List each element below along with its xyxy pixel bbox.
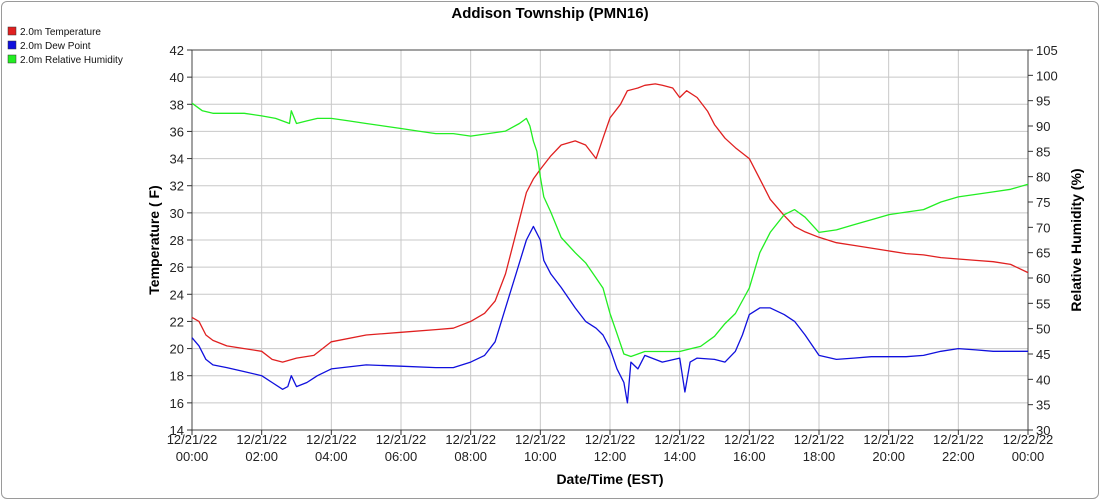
legend-swatch [7, 26, 17, 36]
y2-tick-label: 65 [1036, 246, 1050, 261]
legend-label: 2.0m Relative Humidity [20, 55, 123, 66]
x-tick-time: 00:00 [1012, 449, 1045, 464]
x-tick-time: 18:00 [803, 449, 836, 464]
x-tick-date: 12/21/22 [515, 432, 566, 447]
y-tick-label: 14 [170, 423, 184, 438]
x-tick-date: 12/21/22 [585, 432, 636, 447]
legend-swatch [7, 40, 17, 50]
y2-tick-label: 45 [1036, 347, 1050, 362]
y2-tick-label: 35 [1036, 398, 1050, 413]
x-axis: 12/21/22 00:00 12/21/22 02:00 12/21/22 04:00 1… [167, 430, 1054, 464]
x-tick-time: 16:00 [733, 449, 766, 464]
y-tick-label: 26 [170, 260, 184, 275]
y-tick-label: 22 [170, 314, 184, 329]
y-axis-title: Temperature ( F) [146, 185, 162, 294]
y-tick-label: 38 [170, 97, 184, 112]
chart-title: Addison Township (PMN16) [451, 5, 648, 22]
y2-tick-label: 30 [1036, 423, 1050, 438]
y2-tick-label: 75 [1036, 195, 1050, 210]
x-tick-time: 14:00 [663, 449, 696, 464]
x-tick-date: 12/21/22 [863, 432, 914, 447]
x-tick-time: 22:00 [942, 449, 975, 464]
y2-tick-label: 60 [1036, 271, 1050, 286]
y2-tick-label: 105 [1036, 43, 1058, 58]
y-tick-label: 34 [170, 152, 184, 167]
y-tick-label: 18 [170, 369, 184, 384]
x-tick-date: 12/21/22 [236, 432, 287, 447]
x-tick-time: 10:00 [524, 449, 557, 464]
x-tick-time: 02:00 [245, 449, 278, 464]
x-tick-date: 12/21/22 [445, 432, 496, 447]
y-tick-label: 32 [170, 179, 184, 194]
y2-tick-label: 70 [1036, 220, 1050, 235]
x-tick-date: 12/21/22 [654, 432, 705, 447]
legend-swatch [7, 54, 17, 64]
y2-tick-label: 95 [1036, 94, 1050, 109]
legend: 2.0m Temperature 2.0m Dew Point 2.0m Relat… [7, 26, 123, 66]
legend-label: 2.0m Dew Point [20, 41, 91, 52]
y-tick-label: 36 [170, 124, 184, 139]
y-tick-label: 24 [170, 287, 184, 302]
x-tick-date: 12/21/22 [306, 432, 357, 447]
x-tick-date: 12/21/22 [794, 432, 845, 447]
x-tick-time: 20:00 [872, 449, 905, 464]
y2-tick-label: 55 [1036, 296, 1050, 311]
y-tick-label: 42 [170, 43, 184, 58]
y-tick-label: 30 [170, 206, 184, 221]
x-axis-title: Date/Time (EST) [556, 471, 663, 487]
x-tick-date: 12/21/22 [167, 432, 218, 447]
x-tick-time: 04:00 [315, 449, 348, 464]
y2-axis-title: Relative Humidity (%) [1068, 168, 1084, 311]
y2-tick-label: 90 [1036, 119, 1050, 134]
grid [191, 49, 1029, 431]
y-axis-left: 14 16 18 20 22 24 26 28 30 32 34 36 38 40 42 [170, 43, 192, 438]
y-axis-right: 30 35 40 45 50 55 60 65 70 75 80 85 90 95 100 105 [1028, 43, 1058, 438]
x-tick-time: 08:00 [454, 449, 487, 464]
x-tick-date: 12/21/22 [376, 432, 427, 447]
y-tick-label: 16 [170, 396, 184, 411]
series-line-1 [191, 83, 1029, 363]
y2-tick-label: 80 [1036, 170, 1050, 185]
x-tick-date: 12/22/22 [1003, 432, 1054, 447]
y-tick-label: 20 [170, 342, 184, 357]
y2-tick-label: 50 [1036, 322, 1050, 337]
y2-tick-label: 85 [1036, 144, 1050, 159]
series-line-2 [191, 225, 1028, 404]
x-tick-time: 06:00 [385, 449, 418, 464]
x-tick-time: 12:00 [594, 449, 627, 464]
series-lines [191, 83, 1029, 404]
legend-label: 2.0m Temperature [20, 27, 101, 38]
y2-tick-label: 40 [1036, 372, 1050, 387]
y-tick-label: 28 [170, 233, 184, 248]
x-tick-time: 00:00 [176, 449, 209, 464]
y2-tick-label: 100 [1036, 68, 1058, 83]
x-tick-date: 12/21/22 [933, 432, 984, 447]
y-tick-label: 40 [170, 70, 184, 85]
series-line-3 [191, 102, 1029, 358]
x-tick-date: 12/21/22 [724, 432, 775, 447]
